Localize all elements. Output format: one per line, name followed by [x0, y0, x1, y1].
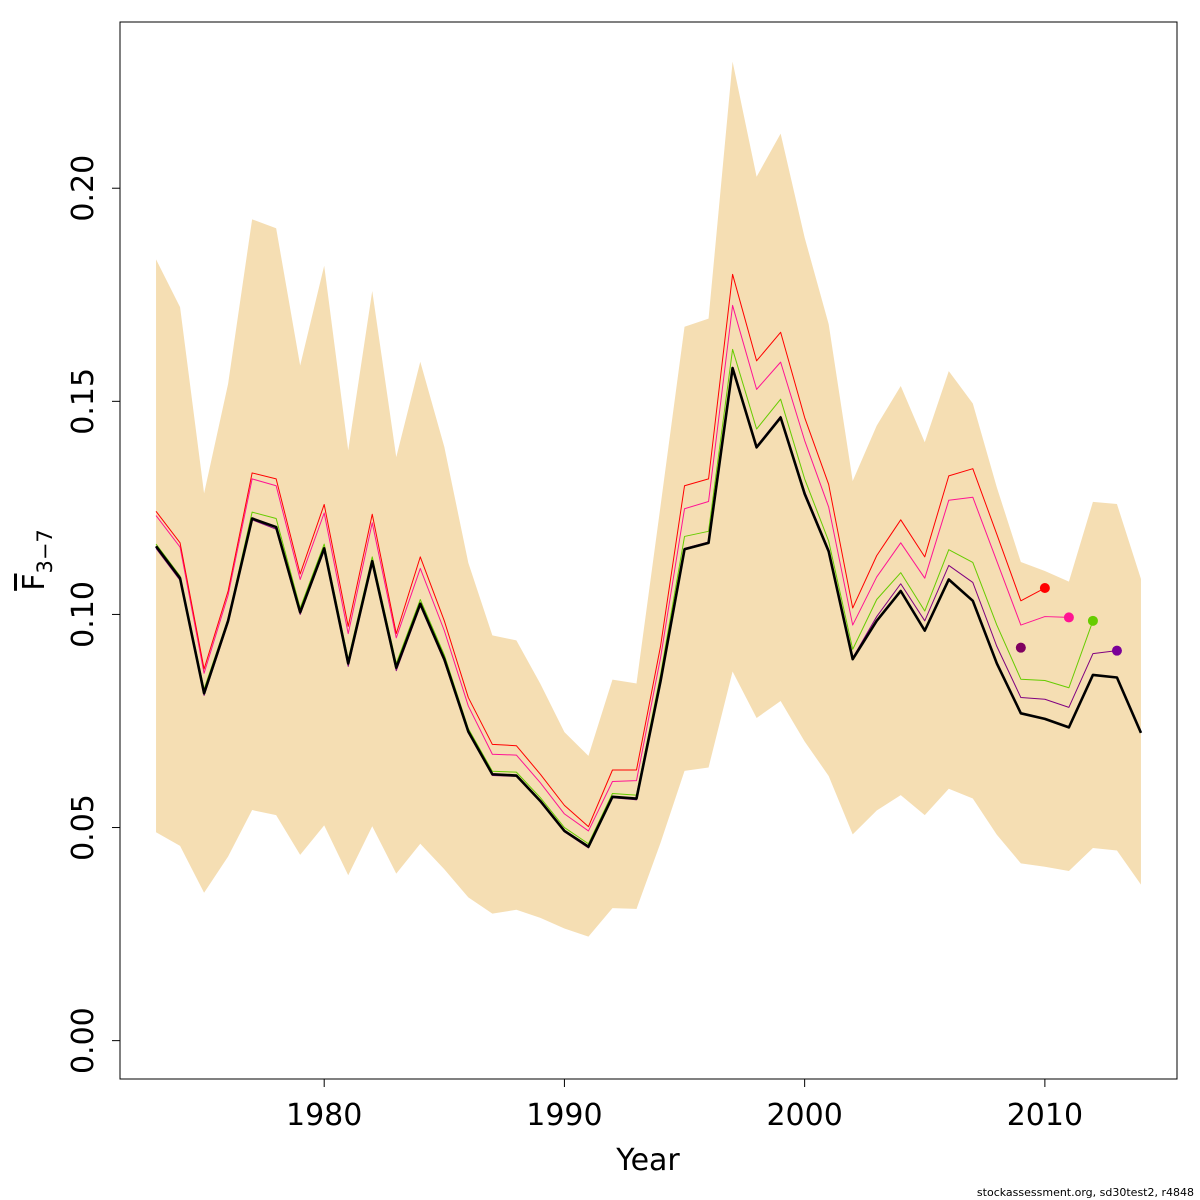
x-axis-title: Year: [615, 1143, 680, 1178]
plot-frame: [119, 21, 1178, 1080]
series-line-0: [154, 366, 1143, 849]
x-tick-label: 2010: [1007, 1098, 1083, 1133]
endpoint-marker-2012: [1087, 615, 1098, 626]
svg-text:F3−7: F3−7: [17, 529, 57, 591]
series-lines-layer: [154, 273, 1143, 849]
y-axis: 0.00 0.05 0.10 0.15 0.20: [66, 155, 120, 1074]
endpoint-markers-layer: [1015, 583, 1122, 656]
footer-note: stockassessment.org, sd30test2, r4848: [977, 1186, 1194, 1199]
endpoint-marker-2010: [1039, 583, 1050, 594]
y-tick-label: 0.05: [66, 794, 101, 861]
series-line-4: [155, 273, 1046, 828]
x-axis: 1980 1990 2000 2010: [286, 1079, 1083, 1133]
x-tick-label: 1980: [286, 1098, 362, 1133]
confidence-band: [156, 61, 1141, 937]
series-line-3: [155, 304, 1069, 832]
x-tick-label: 1990: [526, 1098, 602, 1133]
endpoint-marker-2011: [1063, 612, 1074, 623]
y-axis-title: F3−7: [17, 529, 57, 591]
y-tick-label: 0.00: [66, 1007, 101, 1074]
x-tick-label: 2000: [766, 1098, 842, 1133]
y-tick-label: 0.20: [66, 155, 101, 222]
confidence-band-layer: [156, 61, 1141, 937]
y-tick-label: 0.10: [66, 581, 101, 648]
y-axis-title-base: F: [17, 574, 52, 591]
y-tick-label: 0.15: [66, 368, 101, 435]
y-axis-title-subscript: 3−7: [33, 529, 57, 573]
endpoint-marker-2013: [1111, 645, 1122, 656]
endpoint-marker-2009: [1015, 642, 1026, 653]
series-line-2: [155, 348, 1094, 845]
